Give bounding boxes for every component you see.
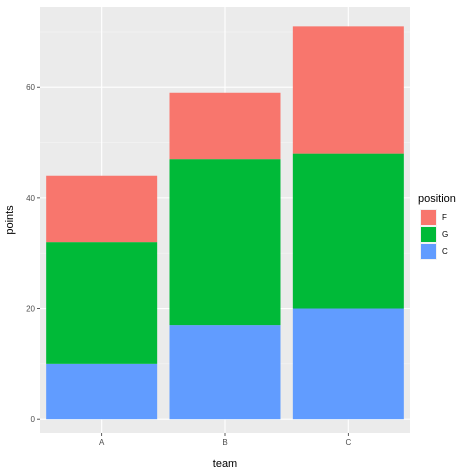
bar-segment-F-C xyxy=(292,26,404,154)
y-tick-label: 20 xyxy=(26,305,35,314)
x-axis-title: team xyxy=(213,458,237,470)
bars-group xyxy=(46,26,404,420)
legend-swatch-C xyxy=(421,244,436,259)
x-tick-label: A xyxy=(99,438,105,447)
bar-segment-F-B xyxy=(169,92,281,160)
legend-title: position xyxy=(418,193,456,205)
y-tick-label: 0 xyxy=(31,415,36,424)
bar-segment-C-B xyxy=(169,325,281,420)
x-tick-label: C xyxy=(345,438,351,447)
bar-segment-G-C xyxy=(292,153,404,309)
bar-segment-C-C xyxy=(292,308,404,420)
y-tick-label: 40 xyxy=(26,194,35,203)
x-tick-label: B xyxy=(222,438,227,447)
x-axis: A B C xyxy=(99,433,351,447)
legend-swatch-F xyxy=(421,210,436,225)
bar-segment-G-B xyxy=(169,159,281,326)
y-axis-title: points xyxy=(4,205,16,235)
legend-label-F: F xyxy=(442,213,447,222)
bar-segment-F-A xyxy=(46,175,158,243)
y-tick-label: 60 xyxy=(26,83,35,92)
bar-segment-C-A xyxy=(46,363,158,420)
legend-label-G: G xyxy=(442,230,448,239)
legend-swatch-G xyxy=(421,227,436,242)
y-axis: 0 20 40 60 xyxy=(26,83,40,424)
bar-segment-G-A xyxy=(46,242,158,364)
legend: position FGC xyxy=(418,193,456,260)
legend-label-C: C xyxy=(442,247,448,256)
